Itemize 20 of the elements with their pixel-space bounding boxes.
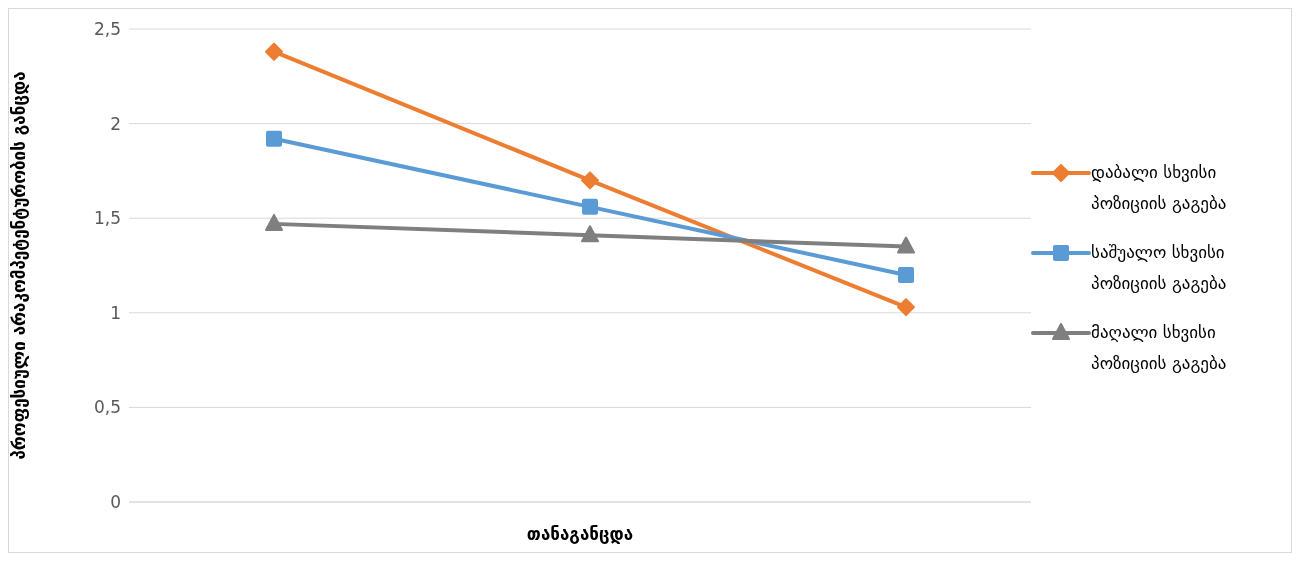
point (581, 225, 599, 243)
point (265, 213, 283, 231)
point (266, 130, 282, 147)
y-tick-label: 2 (110, 113, 121, 134)
legend-label: მაღალი სხვისი პოზიციის გაგება (1091, 320, 1228, 375)
point (582, 198, 598, 215)
y-tick-label: 1,5 (93, 208, 121, 229)
legend-label: დაბალი სხვისი პოზიციის გაგება (1091, 160, 1228, 215)
y-tick-label: 2,5 (93, 19, 121, 40)
y-tick-label: 0 (110, 492, 121, 513)
point (897, 298, 915, 317)
point (265, 42, 283, 61)
y-tick-label: 0,5 (93, 397, 121, 418)
x-axis-title: თანაგანცდა (526, 524, 634, 544)
y-tick-label: 1 (110, 302, 121, 323)
point (581, 171, 599, 190)
y-axis-title: პროფესიული არაკომპეტენტურობის განცდა (9, 71, 30, 460)
legend-label: საშუალო სხვისი პოზიციის გაგება (1091, 240, 1228, 295)
point (898, 266, 914, 283)
point (897, 236, 915, 254)
